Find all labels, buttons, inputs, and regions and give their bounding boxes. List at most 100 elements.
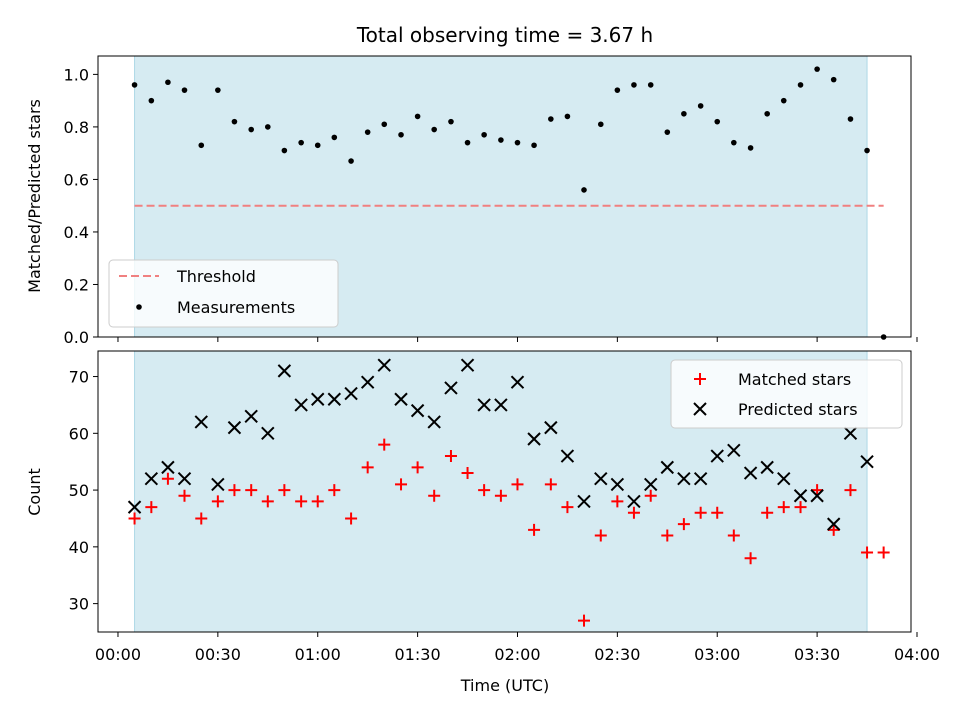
measurement-point [231, 118, 238, 125]
matched-stars-point [761, 506, 774, 519]
measurement-point [464, 139, 471, 146]
count-y-tick-label: 70 [69, 368, 89, 387]
predicted-stars-point [693, 472, 708, 486]
predicted-stars-point [777, 472, 791, 486]
predicted-stars-point [743, 466, 758, 480]
measurement-point [215, 87, 221, 93]
measurement-point [431, 126, 437, 133]
matched-stars-point [644, 489, 657, 502]
ratio-legend-box [108, 259, 339, 328]
time-x-tick-label: 01:00 [295, 645, 341, 664]
matched-stars-point [811, 484, 824, 497]
predicted-stars-legend-label: Predicted stars [738, 400, 858, 419]
measurement-point [381, 121, 388, 128]
ratio-legend: Threshold Measurements [108, 259, 339, 328]
predicted-stars-point [710, 449, 724, 463]
matched-stars-point [411, 461, 424, 474]
time-x-tick-label: 04:00 [894, 645, 940, 664]
predicted-stars-point [544, 420, 558, 435]
matched-stars-point [311, 495, 324, 508]
predicted-stars-point [494, 398, 508, 412]
measurement-point [564, 113, 571, 120]
predicted-stars-point [627, 494, 641, 509]
predicted-stars-point [826, 517, 841, 531]
predicted-stars-point [227, 420, 242, 435]
predicted-stars-point [510, 375, 525, 389]
matched-stars-point [827, 523, 840, 536]
matched-stars-point [361, 461, 374, 474]
measurement-point [714, 118, 721, 125]
measurement-point [797, 82, 804, 88]
matched-stars-point [861, 546, 874, 559]
chart-title: Total observing time = 3.67 h [356, 23, 653, 47]
ratio-y-tick-label: 0.8 [64, 118, 89, 137]
matched-stars-point [178, 489, 191, 502]
measurement-point [847, 116, 854, 122]
matched-stars-point [561, 501, 574, 514]
ratio-y-tick-label: 1.0 [64, 65, 89, 84]
ratio-y-tick-label: 0.0 [64, 328, 89, 347]
measurement-point [448, 118, 454, 125]
time-x-tick-label: 01:30 [395, 645, 441, 664]
matched-stars-legend-label: Matched stars [738, 370, 851, 389]
matched-stars-point [777, 501, 790, 514]
matched-stars-point [544, 478, 557, 491]
predicted-stars-point [677, 472, 691, 486]
matched-stars-point [494, 489, 507, 502]
predicted-stars-point [560, 449, 575, 463]
measurement-point [248, 126, 255, 133]
matched-stars-point [245, 484, 258, 497]
matched-stars-point [145, 501, 158, 514]
measurement-point [647, 82, 654, 88]
measurement-point [614, 87, 621, 93]
matched-stars-point [195, 512, 208, 525]
matched-stars-point [328, 484, 341, 497]
time-x-tick-label: 03:30 [794, 645, 840, 664]
count-y-tick-label: 30 [69, 595, 89, 614]
measurement-point [398, 131, 404, 138]
matched-stars-point [428, 489, 441, 502]
measurement-point [148, 97, 155, 104]
predicted-stars-point [793, 489, 808, 503]
count-panel: 30 40 50 60 70 00:00 00:30 01:00 01:30 02:00 02:30… [25, 350, 940, 695]
matched-stars-point [711, 506, 724, 519]
matched-stars-point [794, 501, 807, 514]
predicted-stars-point [144, 472, 159, 486]
measurement-point [681, 110, 687, 117]
predicted-stars-point [277, 364, 292, 378]
time-x-axis-label: Time (UTC) [460, 676, 549, 695]
predicted-stars-point [727, 443, 741, 458]
matched-stars-point [461, 467, 474, 480]
matched-stars-point [744, 552, 757, 565]
matched-stars-point [528, 523, 541, 536]
predicted-stars-point [311, 392, 325, 406]
predicted-stars-point [161, 460, 175, 475]
measurements-legend-swatch [136, 304, 142, 310]
matched-stars-point [211, 495, 224, 508]
ratio-y-tick-label: 0.4 [64, 223, 89, 242]
predicted-stars-point [394, 392, 408, 406]
measurement-point [814, 66, 820, 72]
measurement-point [548, 116, 554, 122]
count-y-tick-label: 40 [69, 538, 89, 557]
matched-stars-point [128, 512, 141, 525]
predicted-stars-point [327, 392, 342, 406]
predicted-stars-point [427, 415, 441, 429]
measurement-point [514, 139, 521, 146]
time-x-tick-label: 00:00 [95, 645, 141, 664]
matched-stars-point [261, 495, 274, 508]
time-x-tick-label: 03:00 [694, 645, 740, 664]
measurement-point [414, 113, 421, 120]
predicted-stars-point [360, 375, 375, 389]
ratio-panel: 0.0 0.2 0.4 0.6 0.8 1.0 Total observing time … [25, 23, 918, 347]
predicted-stars-point [377, 358, 391, 372]
measurement-point [597, 121, 604, 128]
threshold-legend-label: Threshold [176, 267, 256, 286]
measurement-point [481, 131, 487, 138]
measurement-point [198, 142, 205, 149]
measurement-point [165, 79, 171, 86]
predicted-stars-point [177, 472, 192, 486]
matched-stars-point [694, 506, 707, 519]
count-y-axis-label: Count [25, 468, 44, 516]
